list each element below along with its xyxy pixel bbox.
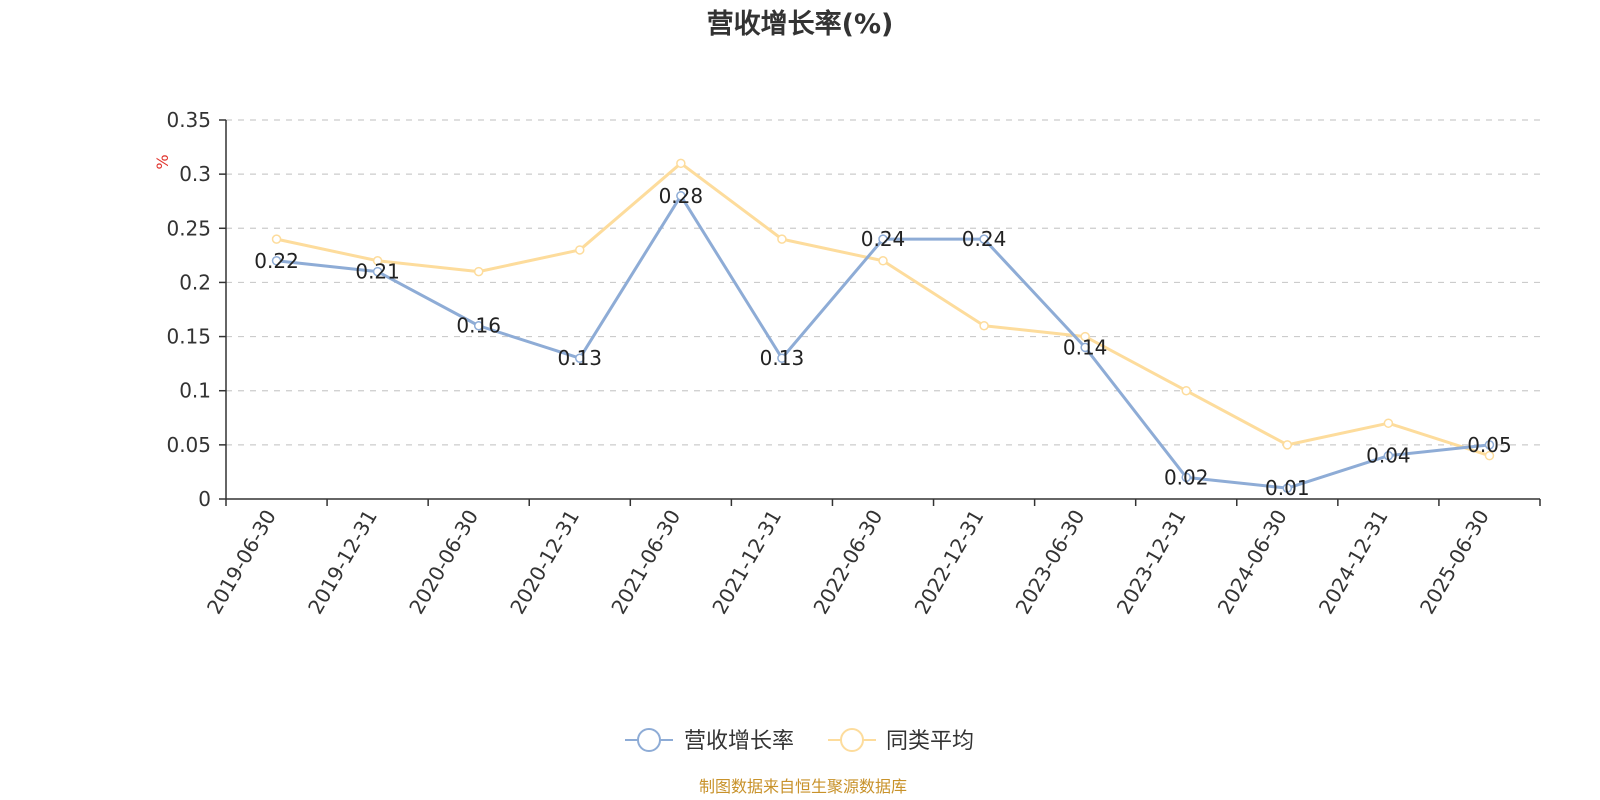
data-label: 0.04: [1366, 444, 1411, 468]
data-label: 0.14: [1063, 335, 1108, 359]
data-label: 0.05: [1467, 433, 1512, 457]
x-tick-label: 2021-12-31: [707, 506, 786, 619]
x-tick-label: 2022-06-30: [808, 506, 887, 619]
data-point: [575, 245, 585, 255]
y-tick-label: 0: [198, 487, 211, 511]
data-source-note: 制图数据来自恒生聚源数据库: [699, 777, 907, 796]
data-label: 0.01: [1265, 476, 1310, 500]
legend-label: 同类平均: [886, 729, 974, 754]
data-point: [1383, 418, 1394, 428]
x-tick-label: 2023-06-30: [1011, 506, 1090, 619]
y-axis-unit-label: %: [153, 154, 172, 169]
y-tick-label: 0.1: [179, 379, 211, 403]
legend-item-peer-average[interactable]: 同类平均: [828, 728, 974, 754]
legend-swatch-marker: [840, 728, 864, 752]
data-label: 0.21: [355, 260, 400, 284]
data-point: [372, 266, 383, 277]
x-tick-label: 2025-06-30: [1415, 506, 1494, 619]
data-label: 0.24: [861, 227, 906, 251]
data-point: [1282, 483, 1293, 493]
grid-lines: [226, 119, 1540, 446]
data-point: [473, 320, 484, 331]
data-point: [979, 320, 989, 331]
y-tick-label: 0.25: [166, 216, 211, 240]
data-label: 0.24: [962, 227, 1007, 251]
y-tick-label: 0.35: [166, 108, 211, 132]
legend-label: 营收增长率: [684, 729, 794, 754]
data-label: 0.16: [456, 314, 501, 338]
data-point: [1080, 342, 1090, 353]
data-point: [271, 234, 282, 244]
data-point: [1383, 450, 1394, 461]
legend-item-revenue-growth[interactable]: 营收增长率: [625, 728, 794, 754]
x-tick-label: 2023-12-31: [1112, 506, 1191, 619]
legend: 营收增长率 同类平均: [625, 728, 974, 754]
data-label: 0.22: [254, 249, 299, 273]
data-point: [676, 191, 686, 201]
x-tick-label: 2024-12-31: [1314, 506, 1393, 619]
data-point: [473, 266, 484, 277]
x-tick-label: 2019-12-31: [303, 506, 382, 619]
data-labels: 0.22 0.21 0.16 0.13 0.28 0.13 0.24 0.24 0.14 0.02…: [254, 184, 1511, 500]
data-point: [979, 234, 989, 244]
data-label: 0.28: [659, 184, 704, 208]
data-point: [1484, 440, 1495, 450]
chart-title: 营收增长率(%): [707, 8, 894, 40]
data-point: [1484, 450, 1495, 461]
data-point: [777, 234, 787, 244]
data-point: [1181, 472, 1191, 483]
y-tick-label: 0.3: [179, 162, 211, 186]
x-tick-label: 2019-06-30: [202, 506, 281, 619]
data-point: [777, 353, 787, 363]
data-label: 0.13: [558, 346, 603, 370]
data-point: [1282, 440, 1293, 450]
data-label: 0.02: [1164, 465, 1209, 489]
x-tick-label: 2020-06-30: [404, 506, 483, 619]
data-point: [878, 234, 888, 244]
y-tick-label: 0.05: [166, 433, 211, 457]
legend-swatch-marker: [637, 728, 661, 752]
data-point: [372, 256, 383, 266]
x-tick-label: 2020-12-31: [505, 506, 584, 619]
data-point: [878, 256, 888, 266]
y-tick-label: 0.2: [179, 270, 211, 294]
data-point: [271, 256, 282, 266]
data-point: [575, 353, 585, 363]
series-line: [276, 161, 1490, 458]
series-lines: [271, 158, 1495, 493]
x-tick-label: 2022-12-31: [910, 506, 989, 619]
data-label: 0.13: [760, 346, 805, 370]
y-tick-label: 0.15: [166, 325, 211, 349]
data-point: [676, 158, 686, 169]
x-tick-label: 2021-06-30: [606, 506, 685, 619]
axes: 0 0.05 0.1 0.15 0.2 0.25 0.3 0.35 2019-06-30 2019…: [166, 108, 1541, 619]
data-point: [1181, 385, 1191, 396]
x-tick-label: 2024-06-30: [1213, 506, 1292, 619]
data-point: [1080, 331, 1090, 342]
